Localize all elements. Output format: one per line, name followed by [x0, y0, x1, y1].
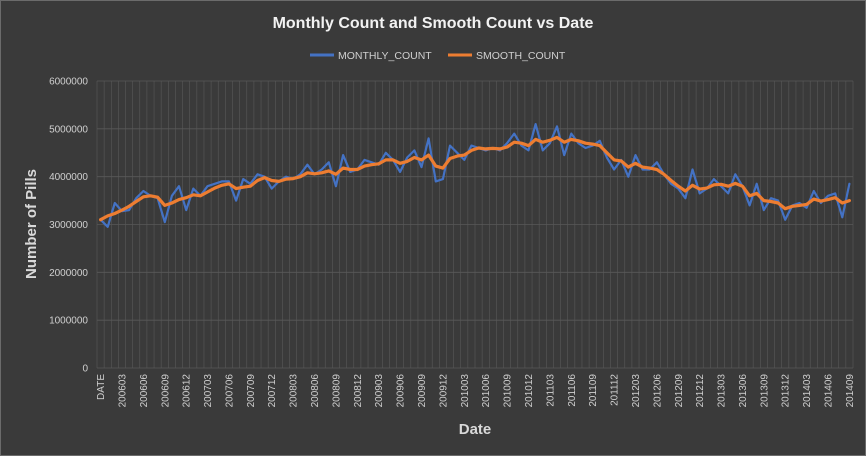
legend: MONTHLY_COUNT SMOOTH_COUNT	[310, 50, 566, 62]
legend-label-monthly: MONTHLY_COUNT	[338, 50, 432, 62]
y-axis-ticks: 0 1000000 2000000 3000000 4000000 5000000 6000…	[49, 77, 88, 375]
x-tick-label: 200803	[289, 374, 300, 408]
x-tick-label: 201303	[717, 374, 728, 408]
x-tick-label: 201012	[524, 374, 535, 408]
smooth-count-line	[98, 135, 852, 222]
x-tick-label: 200709	[246, 374, 257, 408]
x-tick-label: 201109	[588, 374, 599, 407]
x-tick-label: 201309	[759, 374, 770, 408]
x-tick-label: 201403	[802, 374, 813, 408]
x-tick-label: 200609	[160, 374, 171, 408]
x-tick-label: 201009	[503, 374, 514, 408]
x-tick-label: 201212	[695, 374, 706, 408]
x-tick-label: 201409	[845, 374, 856, 408]
x-tick-label: 201312	[781, 374, 792, 408]
x-tick-label: 200812	[353, 374, 364, 408]
monthly-count-line	[99, 122, 851, 228]
x-tick-label: 200806	[310, 374, 321, 408]
x-tick-label: 201103	[545, 374, 556, 407]
y-tick-label: 1000000	[49, 316, 88, 327]
x-tick-label: 200909	[417, 374, 428, 408]
x-tick-label: 201406	[824, 374, 835, 408]
x-tick-label: 200712	[267, 374, 278, 408]
y-tick-label: 3000000	[49, 220, 88, 231]
x-tick-label: 200703	[203, 374, 214, 408]
y-axis-title: Number of Pills	[23, 169, 40, 279]
x-tick-label: 201306	[738, 374, 749, 408]
x-tick-label: 201206	[652, 374, 663, 408]
x-axis-ticks: DATE 200603 200606 200609 200612 200703 200706…	[96, 374, 856, 408]
x-tick-label: 200706	[224, 374, 235, 408]
legend-label-smooth: SMOOTH_COUNT	[476, 50, 566, 62]
y-tick-label: 6000000	[49, 77, 88, 88]
x-tick-label: 201003	[460, 374, 471, 408]
gridlines	[96, 80, 854, 369]
x-tick-label: 201106	[567, 374, 578, 407]
x-tick-label: 201112	[610, 374, 621, 406]
y-tick-label: 0	[82, 364, 88, 375]
x-tick-label: 200809	[331, 374, 342, 408]
y-tick-label: 2000000	[49, 268, 88, 279]
x-tick-label: 201006	[481, 374, 492, 408]
chart-title: Monthly Count and Smooth Count vs Date	[273, 15, 594, 32]
x-tick-label: 200612	[182, 374, 193, 408]
x-tick-label: 200603	[117, 374, 128, 408]
y-tick-label: 5000000	[49, 124, 88, 135]
x-tick-label: DATE	[96, 374, 107, 400]
x-tick-label: 200912	[438, 374, 449, 408]
y-tick-label: 4000000	[49, 172, 88, 183]
series-lines	[98, 122, 852, 228]
x-tick-label: 200903	[374, 374, 385, 408]
x-axis-title: Date	[459, 421, 492, 438]
x-tick-label: 201203	[631, 374, 642, 408]
x-tick-label: 200906	[396, 374, 407, 408]
x-tick-label: 200606	[139, 374, 150, 408]
x-tick-label: 201209	[674, 374, 685, 408]
